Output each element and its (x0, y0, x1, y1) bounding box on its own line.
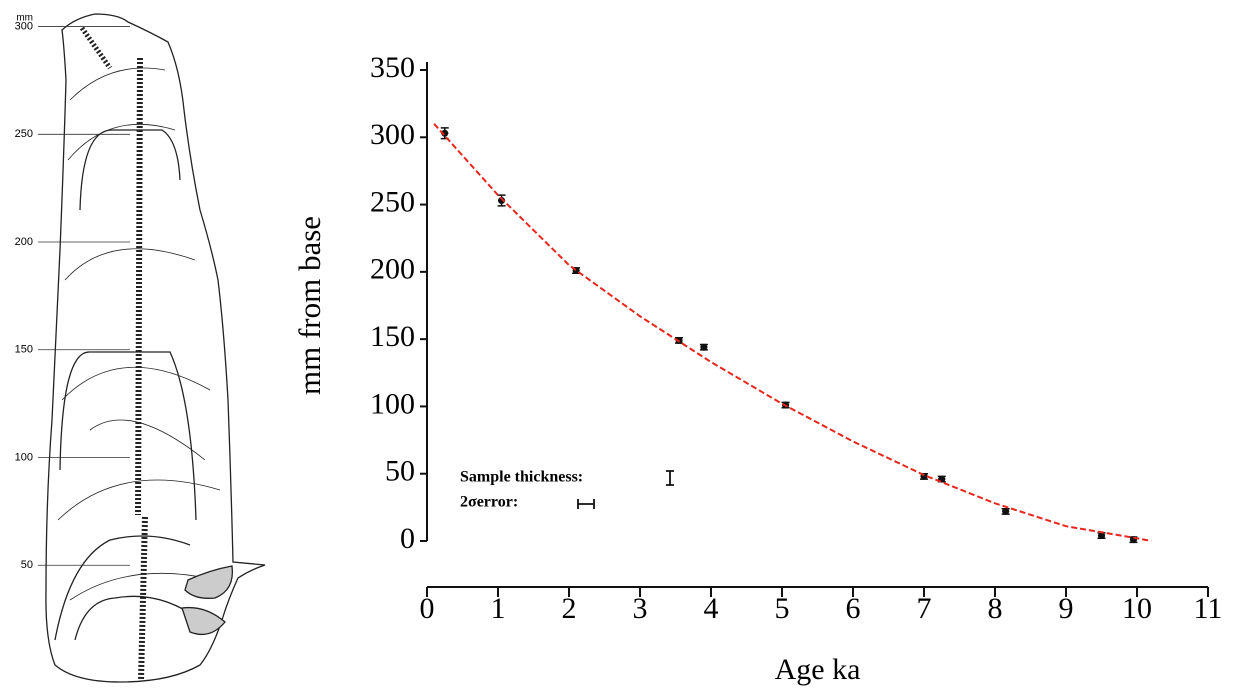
x-tick-label: 5 (775, 592, 790, 625)
x-tick-label: 0 (420, 592, 435, 625)
y-tick-label: 250 (370, 185, 415, 218)
legend-label: 2σerror: (460, 494, 518, 511)
x-tick-label: 11 (1194, 592, 1223, 625)
x-tick-label: 4 (704, 592, 719, 625)
sample-track (135, 57, 143, 516)
scale-tick-label: 50 (21, 559, 33, 571)
x-tick-label: 1 (491, 592, 506, 625)
fit-curve (433, 123, 1152, 542)
x-axis-label: Age ka (775, 653, 861, 686)
y-tick-label: 350 (370, 51, 415, 84)
scale-unit: mm (16, 13, 33, 24)
y-axis-label: mm from base (292, 216, 327, 395)
x-tick-label: 8 (988, 592, 1003, 625)
growth-layer (54, 535, 191, 641)
x-tick-label: 9 (1059, 592, 1074, 625)
growth-layer (59, 351, 197, 521)
scale-tick-label: 200 (15, 236, 33, 248)
sample-track (138, 516, 148, 681)
data-point (1098, 532, 1105, 540)
y-tick-label: 300 (370, 118, 415, 151)
sample-track (79, 26, 113, 70)
scale-tick-label: 250 (15, 128, 33, 140)
y-tick-label: 200 (370, 253, 415, 286)
stalagmite-drawing (45, 13, 266, 683)
y-tick-label: 0 (400, 522, 415, 555)
data-point (1002, 507, 1010, 515)
data-point (700, 343, 708, 351)
data-point (498, 197, 506, 205)
scale-tick-label: 100 (15, 451, 33, 463)
legend-label: Sample thickness: (460, 469, 583, 486)
x-tick-label: 10 (1122, 592, 1152, 625)
growth-layer (74, 595, 201, 641)
x-tick-label: 7 (917, 592, 932, 625)
outline (45, 13, 266, 683)
y-tick-label: 100 (370, 387, 415, 420)
x-tick-label: 2 (562, 592, 577, 625)
y-tick-label: 150 (370, 320, 415, 353)
growth-layer (79, 129, 181, 211)
x-tick-label: 6 (846, 592, 861, 625)
legend-symbol (577, 499, 595, 509)
y-tick-label: 50 (385, 455, 415, 488)
legend-symbol (666, 470, 674, 486)
scale-tick-label: 150 (15, 344, 33, 356)
shaded-area (181, 606, 226, 636)
shaded-area (184, 565, 234, 599)
scale-tick-label: 300 (15, 20, 33, 32)
x-tick-label: 3 (633, 592, 648, 625)
